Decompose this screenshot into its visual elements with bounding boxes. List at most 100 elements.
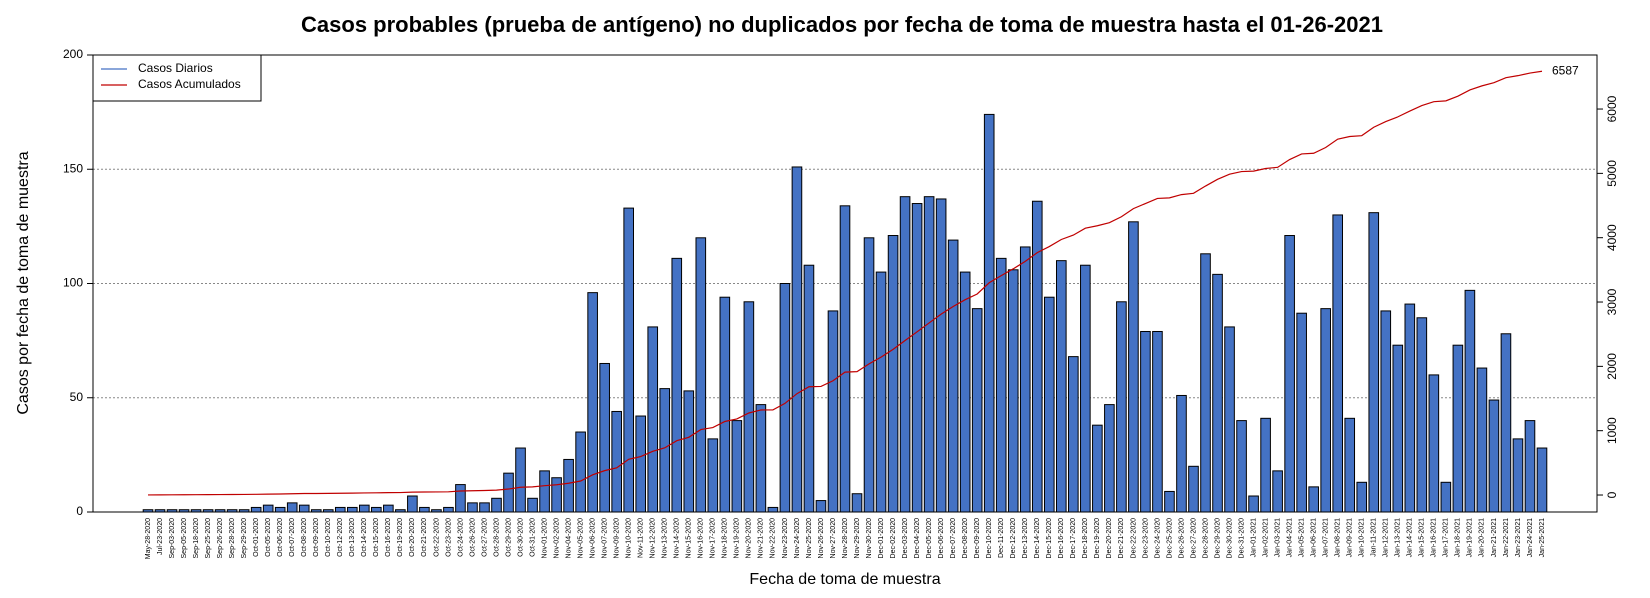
- bar: [1296, 312, 1307, 513]
- bar: [575, 431, 586, 513]
- x-tick-label: Jan-24-2021: [1527, 518, 1534, 557]
- chart-title: Casos probables (prueba de antígeno) no …: [301, 12, 1383, 37]
- bar: [1524, 420, 1536, 513]
- bar: [1176, 394, 1187, 513]
- bar: [767, 506, 779, 513]
- bar: [1104, 404, 1115, 513]
- x-tick-label: Oct-10-2020: [325, 518, 332, 557]
- bar: [1488, 399, 1500, 513]
- bar: [647, 326, 659, 513]
- bar: [1248, 495, 1259, 513]
- x-tick-label: Nov-25-2020: [806, 518, 813, 559]
- y2-tick-label: 5000: [1605, 160, 1619, 187]
- bar: [791, 166, 803, 513]
- y-tick-label: 150: [63, 161, 83, 175]
- bar: [455, 484, 466, 513]
- x-tick-label: Dec-01-2020: [878, 518, 885, 559]
- x-tick-label: Nov-17-2020: [710, 518, 717, 559]
- x-tick-label: Jan-17-2021: [1443, 518, 1450, 557]
- bar: [983, 113, 995, 513]
- bar: [1224, 326, 1235, 513]
- y-tick-label: 200: [63, 47, 83, 61]
- x-tick-label: Dec-16-2020: [1058, 518, 1065, 559]
- x-tick-label: Oct-12-2020: [337, 518, 344, 557]
- x-tick-label: Nov-01-2020: [541, 518, 548, 559]
- bar: [779, 283, 791, 513]
- bar: [1404, 303, 1416, 513]
- x-tick-label: Nov-02-2020: [553, 518, 560, 559]
- bar: [1380, 310, 1392, 513]
- x-tick-label: Dec-17-2020: [1070, 518, 1077, 559]
- bar: [479, 502, 490, 513]
- x-tick-label: Dec-28-2020: [1202, 518, 1209, 559]
- bar: [286, 502, 298, 513]
- x-tick-label: Nov-15-2020: [686, 518, 693, 559]
- bar: [635, 415, 647, 513]
- y-axis-label: Casos por fecha de toma de muestra: [15, 151, 32, 414]
- bar: [971, 308, 983, 513]
- x-tick-label: Jul-23-2020: [157, 518, 164, 555]
- bar: [695, 237, 707, 513]
- x-tick-label: Jan-14-2021: [1407, 518, 1414, 557]
- bar: [1476, 367, 1488, 513]
- x-tick-label: Oct-07-2020: [289, 518, 296, 557]
- x-tick-label: Dec-11-2020: [998, 518, 1005, 558]
- bar: [1428, 374, 1440, 513]
- bar: [250, 506, 262, 513]
- x-tick-label: Jan-18-2021: [1455, 518, 1462, 557]
- x-tick-label: Sep-29-2020: [241, 518, 248, 559]
- bar: [851, 493, 863, 513]
- bar: [419, 506, 430, 513]
- x-tick-label: Dec-15-2020: [1046, 518, 1053, 559]
- bar: [1500, 333, 1512, 513]
- y2-tick-label: 1000: [1605, 417, 1619, 444]
- x-tick-label: May-28-2020: [145, 518, 152, 559]
- x-tick-label: Jan-10-2021: [1359, 518, 1366, 557]
- bar: [1236, 420, 1247, 513]
- x-tick-label: Oct-14-2020: [361, 518, 368, 557]
- x-tick-label: Oct-08-2020: [301, 518, 308, 557]
- x-tick-label: Jan-19-2021: [1467, 518, 1474, 557]
- y2-tick-label: 6000: [1605, 95, 1619, 122]
- x-tick-label: Nov-29-2020: [854, 518, 861, 559]
- x-tick-label: Jan-07-2021: [1323, 518, 1330, 557]
- bar: [491, 497, 502, 513]
- x-tick-label: Nov-24-2020: [794, 518, 801, 559]
- bar: [467, 502, 478, 513]
- bar: [707, 438, 719, 513]
- x-tick-label: Dec-06-2020: [938, 518, 945, 559]
- x-tick-label: Oct-16-2020: [385, 518, 392, 557]
- bar: [611, 410, 622, 513]
- x-tick-label: Jan-20-2021: [1479, 518, 1486, 557]
- x-tick-label: Oct-19-2020: [397, 518, 404, 557]
- x-tick-label: Dec-05-2020: [926, 518, 933, 559]
- y2-tick-label: 0: [1605, 491, 1619, 498]
- cumulative-line: [148, 70, 1543, 496]
- x-tick-label: Nov-21-2020: [758, 518, 765, 559]
- bar: [659, 388, 671, 513]
- x-tick-label: Jan-11-2021: [1371, 518, 1378, 557]
- x-tick-label: Nov-11-2020: [638, 518, 645, 558]
- x-tick-label: Jan-13-2021: [1395, 518, 1402, 557]
- bar: [443, 506, 454, 513]
- bar: [359, 504, 370, 513]
- x-tick-label: Nov-26-2020: [818, 518, 825, 559]
- bar: [755, 404, 767, 513]
- y-tick-label: 100: [63, 276, 83, 290]
- x-tick-label: Oct-31-2020: [529, 518, 536, 557]
- bar: [1320, 308, 1331, 513]
- bar: [1440, 481, 1452, 513]
- x-tick-label: Oct-06-2020: [277, 518, 284, 557]
- y2-tick-label: 2000: [1605, 353, 1619, 380]
- x-tick-label: Jan-05-2021: [1298, 518, 1305, 557]
- x-tick-label: Sep-03-2020: [169, 518, 176, 559]
- x-tick-label: Oct-21-2020: [421, 518, 428, 557]
- bar: [539, 470, 550, 513]
- x-tick-label: Nov-04-2020: [565, 518, 572, 559]
- bar: [1031, 200, 1043, 513]
- x-tick-label: Dec-25-2020: [1166, 518, 1173, 559]
- x-tick-label: Nov-09-2020: [614, 518, 621, 559]
- bar: [383, 504, 394, 513]
- x-tick-label: Jan-15-2021: [1419, 518, 1426, 557]
- bar: [1332, 214, 1344, 513]
